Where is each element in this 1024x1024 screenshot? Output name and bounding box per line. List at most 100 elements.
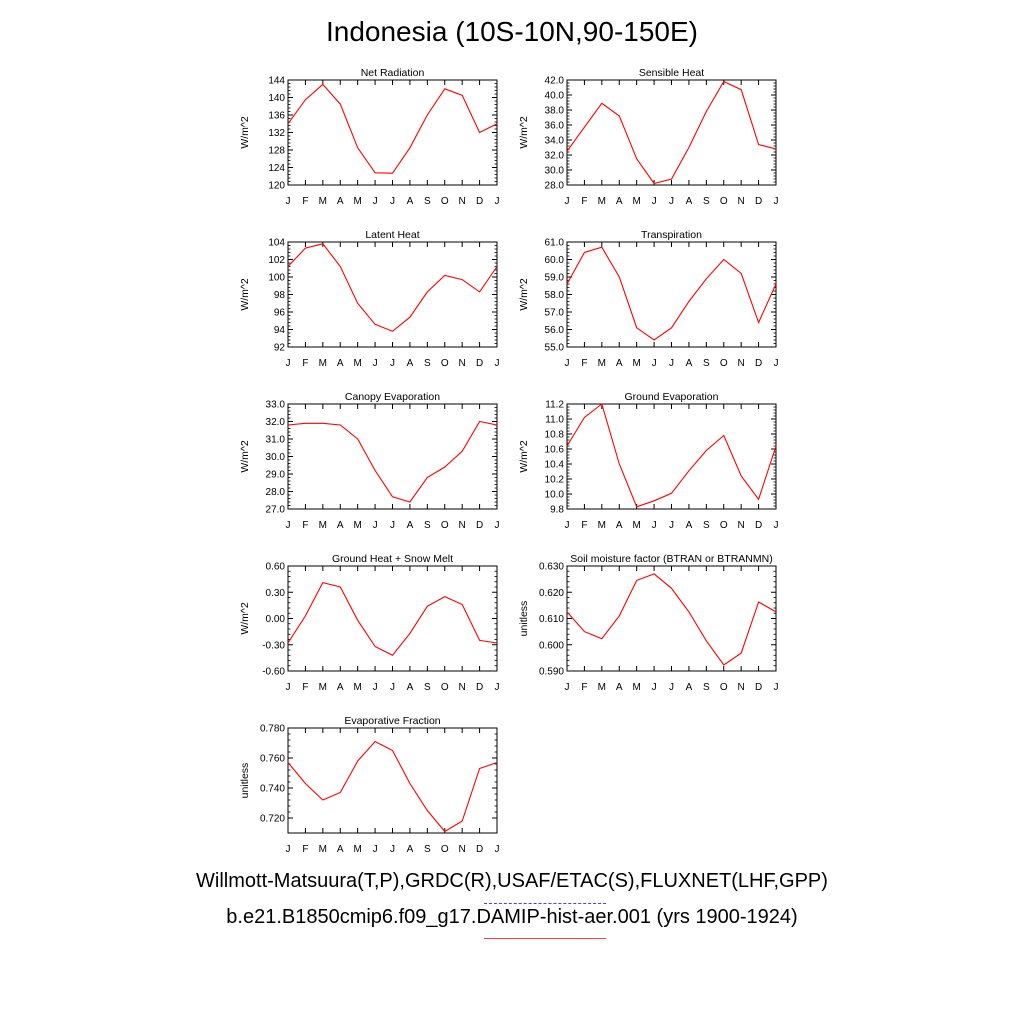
panel-1-xtick-label: M (319, 196, 327, 207)
panel-3-xtick-label: M (319, 358, 327, 369)
panel-2-xtick-label: A (616, 196, 623, 207)
panel-5-ytick-label: 31.0 (266, 435, 286, 446)
panel-3-xtick-label: J (390, 358, 395, 369)
panel-7-title: Ground Heat + Snow Melt (332, 553, 453, 565)
panel-3-xtick-label: M (353, 358, 361, 369)
panel-6-ytick-label: 11.0 (545, 415, 564, 426)
panel-7-ytick-label: 0.30 (266, 588, 286, 599)
panel-4-xtick-label: J (565, 358, 570, 369)
panel-5-ylabel: W/m^2 (239, 440, 251, 473)
panel-2-xtick-label: J (565, 196, 570, 207)
panel-7-ytick-label: 0.00 (266, 614, 286, 625)
panel-6-xtick-label: D (755, 520, 762, 531)
panel-3-xtick-label: J (286, 358, 291, 369)
panel-9-xtick-label: J (373, 844, 378, 855)
panel-2-ytick-label: 36.0 (545, 121, 565, 132)
panel-9-ytick-label: 0.740 (260, 784, 285, 795)
panel-1-ytick-label: 132 (268, 128, 285, 139)
panel-5-xtick-label: J (390, 520, 395, 531)
panel-2-ytick-label: 38.0 (545, 106, 565, 117)
panel-5-xtick-label: J (495, 520, 500, 531)
figure-title: Indonesia (10S-10N,90-150E) (325, 16, 698, 47)
panel-3-ytick-label: 96 (274, 308, 286, 319)
panel-2-xtick-label: M (598, 196, 606, 207)
panel-9-xtick-label: J (495, 844, 500, 855)
panel-9-xtick-label: A (407, 844, 414, 855)
panel-3-title: Latent Heat (365, 229, 419, 241)
panel-1-ytick-label: 128 (268, 146, 285, 157)
panel-6-xtick-label: A (616, 520, 623, 531)
panel-7-ytick-label: -0.30 (262, 640, 285, 651)
panel-3-xtick-label: N (459, 358, 466, 369)
panel-6-xtick-label: F (581, 520, 587, 531)
panel-5-ytick-label: 29.0 (266, 470, 286, 481)
panel-2-ytick-label: 34.0 (545, 136, 565, 147)
panel-6-ytick-label: 10.4 (545, 460, 565, 471)
panel-4-xtick-label: J (774, 358, 779, 369)
panel-6-xtick-label: M (632, 520, 640, 531)
panel-7-xtick-label: J (390, 682, 395, 693)
legend-model-swatch (484, 938, 606, 939)
panel-2-ylabel: W/m^2 (518, 116, 530, 149)
panel-5-xtick-label: M (319, 520, 327, 531)
panel-1-xtick-label: J (390, 196, 395, 207)
panel-3-xtick-label: A (337, 358, 344, 369)
panel-4-xtick-label: F (581, 358, 587, 369)
panel-3-ytick-label: 100 (268, 273, 285, 284)
panel-7-xtick-label: F (302, 682, 308, 693)
panel-1-xtick-label: J (286, 196, 291, 207)
panel-3-xtick-label: F (302, 358, 308, 369)
panel-8-xtick-label: A (616, 682, 623, 693)
panel-4-frame (566, 241, 777, 348)
panel-7-xtick-label: O (441, 682, 449, 693)
panel-1-ytick-label: 144 (268, 76, 285, 87)
panel-9-xtick-label: D (476, 844, 483, 855)
panel-4-xtick-label: D (755, 358, 762, 369)
panel-4-ytick-label: 61.0 (545, 238, 565, 249)
panel-8-xtick-label: M (632, 682, 640, 693)
panel-4-xtick-label: J (652, 358, 657, 369)
panel-3-xtick-label: S (424, 358, 431, 369)
panel-4-xtick-label: M (598, 358, 606, 369)
panel-6-ytick-label: 10.0 (545, 490, 565, 501)
panel-8-xtick-label: S (703, 682, 710, 693)
panel-2-xtick-label: J (669, 196, 674, 207)
panel-8-ylabel: unitless (518, 601, 530, 637)
panel-5-xtick-label: J (373, 520, 378, 531)
panel-3-series-line (287, 243, 498, 332)
panel-4-ytick-label: 56.0 (545, 325, 565, 336)
panel-9-series-line (287, 740, 498, 833)
panel-4-xtick-label: M (632, 358, 640, 369)
panel-8-ytick-label: 0.620 (539, 588, 564, 599)
panel-5-ytick-label: 33.0 (266, 400, 286, 411)
panel-2-xtick-label: M (632, 196, 640, 207)
panel-1-series-line (287, 83, 498, 174)
panel-1-ylabel: W/m^2 (239, 116, 251, 149)
panel-2-xtick-label: N (738, 196, 745, 207)
panel-8-xtick-label: F (581, 682, 587, 693)
panel-1-xtick-label: J (373, 196, 378, 207)
panel-8-ytick-label: 0.590 (539, 667, 564, 678)
panel-2-xtick-label: D (755, 196, 762, 207)
panel-7-xtick-label: N (459, 682, 466, 693)
panel-1-ytick-label: 124 (268, 163, 285, 174)
panel-6-xtick-label: O (720, 520, 728, 531)
panel-6-series-line (566, 403, 777, 508)
panel-6-xtick-label: J (652, 520, 657, 531)
panel-7-xtick-label: S (424, 682, 431, 693)
panel-2-xtick-label: O (720, 196, 728, 207)
panel-8-xtick-label: N (738, 682, 745, 693)
panel-7-xtick-label: M (353, 682, 361, 693)
panel-3-xtick-label: O (441, 358, 449, 369)
panel-9-xtick-label: O (441, 844, 449, 855)
panel-2-ytick-label: 28.0 (545, 181, 565, 192)
panel-7-xtick-label: D (476, 682, 483, 693)
panel-8-xtick-label: D (755, 682, 762, 693)
panel-4-ytick-label: 58.0 (545, 290, 565, 301)
panel-5-xtick-label: O (441, 520, 449, 531)
panel-2-series-line (566, 80, 777, 185)
panel-8-series-line (566, 573, 777, 666)
panel-6-xtick-label: J (774, 520, 779, 531)
panel-1-frame (287, 79, 498, 186)
panel-7-xtick-label: M (319, 682, 327, 693)
